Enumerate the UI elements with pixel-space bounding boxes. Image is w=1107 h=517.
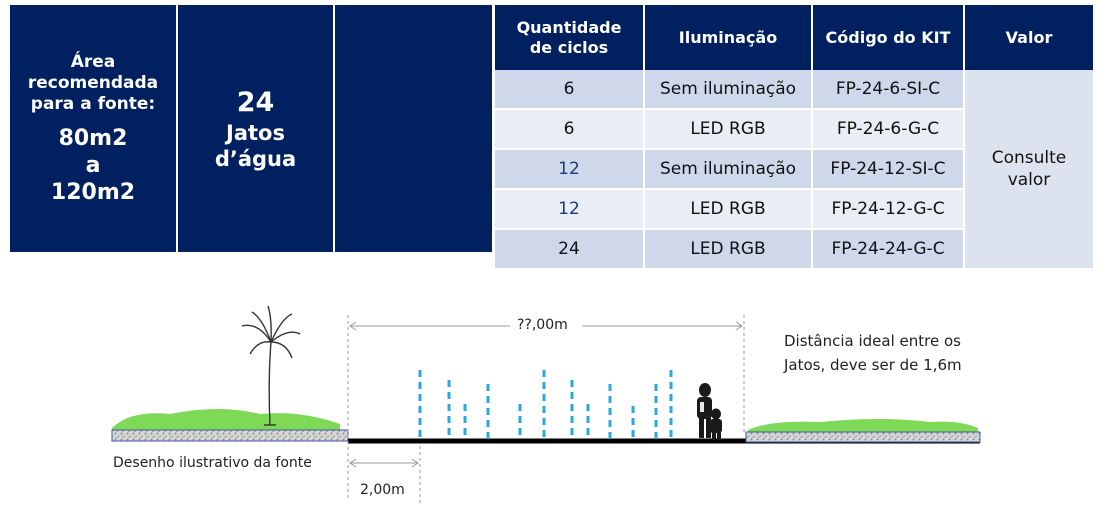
area-label-line-2: recomendada <box>27 72 159 93</box>
cell-lighting: LED RGB <box>645 190 811 230</box>
area-label-line-1: Área <box>70 51 116 72</box>
cell-kit-code: FP-24-12-G-C <box>813 190 963 230</box>
cell-kit-code: FP-24-6-SI-C <box>813 70 963 110</box>
cell-cycles: 6 <box>495 70 643 110</box>
table-row: 12 LED RGB FP-24-12-G-C <box>495 190 1093 230</box>
water-jets <box>418 370 673 440</box>
area-panel: Área recomendada para a fonte: 80m2 a 12… <box>10 5 176 252</box>
table-row: 12 Sem iluminação FP-24-12-SI-C <box>495 150 1093 190</box>
value-line-1: Consulte <box>991 148 1067 168</box>
jet-spacing-note-line-2: Jatos, deve ser de 1,6m <box>784 356 962 374</box>
area-to: a <box>85 152 101 178</box>
people-figure-icon <box>697 383 722 440</box>
cell-cycles: 6 <box>495 110 643 150</box>
area-label-line-3: para a fonte: <box>30 93 156 114</box>
palm-tree-icon <box>241 305 301 426</box>
cell-kit-code: FP-24-12-SI-C <box>813 150 963 190</box>
jets-count: 24 <box>236 86 275 118</box>
left-ground <box>111 409 349 442</box>
empty-panel <box>335 5 492 252</box>
cell-value: Consulte valor <box>965 70 1093 270</box>
table-row: 6 LED RGB FP-24-6-G-C <box>495 110 1093 150</box>
jets-label-line-2: d’água <box>214 146 297 171</box>
kit-table: Quantidade de ciclos Iluminação Código d… <box>493 5 1095 270</box>
value-line-2: valor <box>1007 170 1051 190</box>
table-header-row: Quantidade de ciclos Iluminação Código d… <box>495 5 1093 70</box>
header-kit-code: Código do KIT <box>813 5 963 70</box>
total-distance-label: ??,00m <box>517 317 568 333</box>
table-row: 24 LED RGB FP-24-24-G-C <box>495 230 1093 270</box>
cell-cycles: 12 <box>495 190 643 230</box>
jet-spacing-note-line-1: Distância ideal entre os <box>784 332 961 350</box>
cell-lighting: LED RGB <box>645 110 811 150</box>
right-ground <box>745 419 981 443</box>
cell-kit-code: FP-24-6-G-C <box>813 110 963 150</box>
header-qty-line-2: de ciclos <box>529 37 609 57</box>
area-min: 80m2 <box>58 125 128 151</box>
header-qty: Quantidade de ciclos <box>495 5 643 70</box>
cell-lighting: LED RGB <box>645 230 811 270</box>
jets-label-line-1: Jatos <box>226 120 285 145</box>
header-lighting: Iluminação <box>645 5 811 70</box>
table-row: 6 Sem iluminação FP-24-6-SI-C Consulte v… <box>495 70 1093 270</box>
cell-lighting: Sem iluminação <box>645 70 811 110</box>
jets-panel: 24 Jatos d’água <box>178 5 333 252</box>
header-qty-line-1: Quantidade <box>516 17 622 37</box>
cell-cycles: 24 <box>495 230 643 270</box>
edge-distance-label: 2,00m <box>360 482 405 498</box>
total-distance-dimension <box>347 315 745 500</box>
diagram-caption: Desenho ilustrativo da fonte <box>113 455 312 471</box>
cell-kit-code: FP-24-24-G-C <box>813 230 963 270</box>
header-value: Valor <box>965 5 1093 70</box>
cell-lighting: Sem iluminação <box>645 150 811 190</box>
cell-cycles: 12 <box>495 150 643 190</box>
area-max: 120m2 <box>50 179 136 205</box>
